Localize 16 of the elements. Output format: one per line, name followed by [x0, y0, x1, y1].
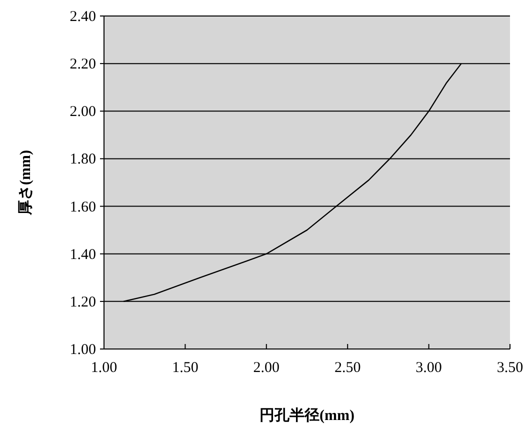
y-tick-label: 2.20	[70, 56, 96, 73]
y-tick-label: 1.60	[70, 199, 96, 216]
x-tick-label: 1.50	[172, 360, 198, 376]
y-tick-label: 2.40	[70, 9, 96, 25]
y-tick-label: 1.20	[70, 294, 96, 310]
y-tick-label: 1.80	[70, 152, 96, 168]
y-tick-label: 2.00	[70, 104, 96, 120]
x-tick-label: 2.00	[253, 360, 280, 376]
y-tick-label: 1.00	[70, 342, 96, 358]
y-axis-title: 厚さ(mm)	[18, 150, 34, 216]
x-tick-label: 3.50	[496, 360, 524, 376]
x-tick-label: 1.00	[90, 360, 118, 376]
y-tick-label: 1.40	[70, 246, 96, 263]
x-tick-label: 3.00	[416, 360, 442, 376]
x-tick-label: 2.50	[334, 360, 361, 376]
x-axis-title: 円孔半径(mm)	[260, 407, 354, 424]
